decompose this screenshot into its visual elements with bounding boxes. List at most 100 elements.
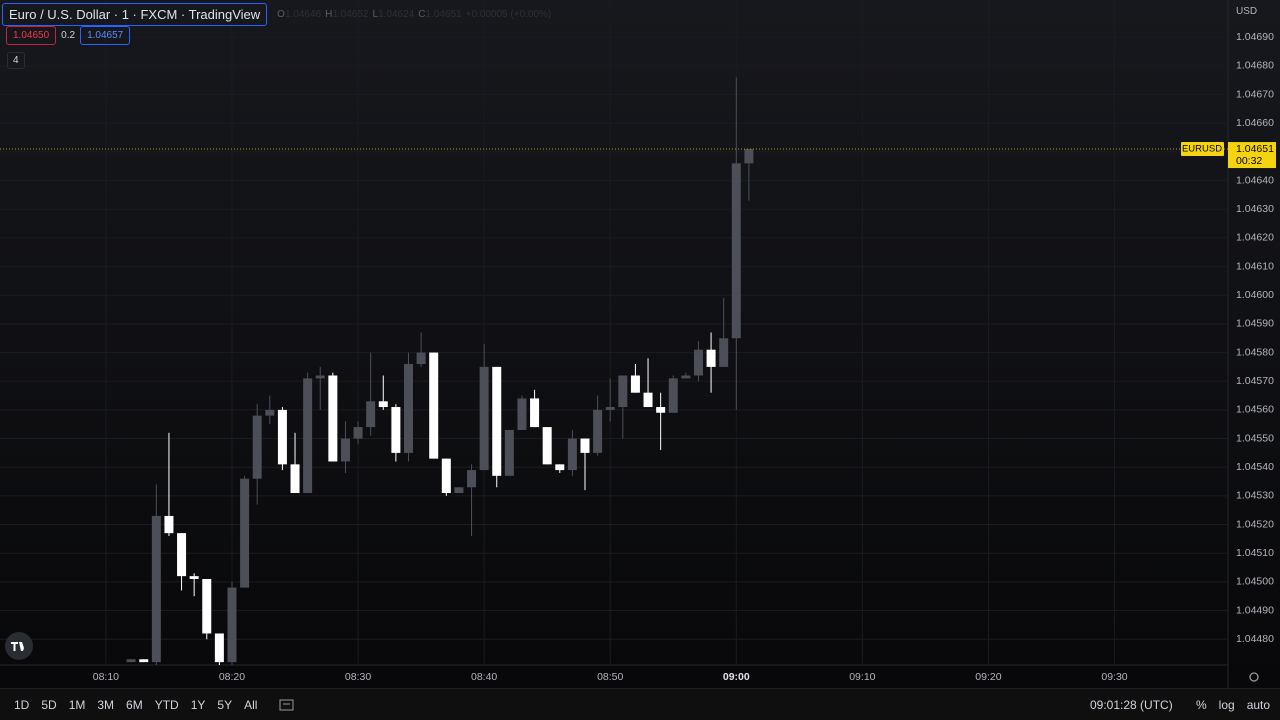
- y-tick-label: 1.04620: [1236, 232, 1274, 244]
- candle-body: [731, 163, 741, 339]
- candle-body: [126, 659, 136, 663]
- settings-icon[interactable]: [1249, 672, 1259, 682]
- y-tick-label: 1.04630: [1236, 203, 1274, 215]
- y-tick-label: 1.04480: [1236, 633, 1274, 645]
- header: Euro / U.S. Dollar · 1 · FXCM · TradingV…: [2, 3, 551, 26]
- y-tick-label: 1.04640: [1236, 174, 1274, 186]
- scale-option[interactable]: %: [1196, 698, 1207, 712]
- timeframe-button[interactable]: 1Y: [190, 698, 206, 712]
- bottom-toolbar: 1D 5D 1M 3M 6M YTD 1Y 5Y All 09:01:28 (UTC) % log…: [0, 688, 1280, 720]
- buy-button[interactable]: 1.04657: [80, 26, 131, 45]
- timeframe-button[interactable]: 5Y: [217, 698, 233, 712]
- y-tick-label: 1.04580: [1236, 346, 1274, 358]
- ohlc-key: L: [372, 9, 379, 20]
- y-tick-label: 1.04610: [1236, 260, 1274, 272]
- price-label-box: [1228, 142, 1276, 169]
- candle-body: [227, 587, 237, 663]
- ohlc-value: 1.04651: [425, 9, 462, 20]
- currency[interactable]: USD: [1236, 6, 1258, 17]
- date-range-icon[interactable]: [279, 698, 295, 712]
- symbol-title[interactable]: Euro / U.S. Dollar · 1 · FXCM · TradingV…: [2, 3, 268, 26]
- candle-body: [429, 352, 439, 459]
- candle-body: [593, 409, 603, 453]
- quotes: 1.04650 0.2 1.04657: [6, 26, 131, 45]
- candle-body: [340, 438, 350, 462]
- candle-body: [277, 409, 287, 465]
- ohlc-item: L1.04624: [373, 9, 415, 20]
- candle-body: [151, 515, 161, 663]
- x-tick-label: 09:10: [849, 671, 875, 683]
- timeframe-button[interactable]: 1M: [68, 698, 86, 712]
- candle-body: [706, 349, 716, 367]
- candle-body: [290, 464, 300, 494]
- ohlc-key: O: [277, 9, 285, 20]
- chart: 1.046901.046801.046701.046601.046501.046…: [0, 0, 1280, 688]
- candle-body: [240, 478, 250, 588]
- candle-body: [693, 349, 703, 376]
- ohlc-value: 1.04624: [378, 9, 415, 20]
- x-tick-label: 08:50: [597, 671, 623, 683]
- y-tick-label: 1.04550: [1236, 432, 1274, 444]
- ohlc-value: 1.04646: [284, 9, 322, 20]
- candle-body: [315, 375, 325, 379]
- y-tick-label: 1.04530: [1236, 490, 1274, 502]
- y-tick-label: 1.04520: [1236, 518, 1274, 530]
- candle-body: [618, 375, 628, 408]
- candle-body: [353, 427, 363, 439]
- candle-body: [303, 378, 313, 494]
- candle-body: [567, 438, 577, 471]
- candle-body: [164, 515, 174, 534]
- candle-body: [580, 438, 590, 453]
- y-tick-label: 1.04690: [1236, 31, 1274, 43]
- y-tick-label: 1.04540: [1236, 461, 1274, 473]
- countdown-label: 00:32: [1236, 155, 1262, 167]
- candle-body: [391, 407, 401, 453]
- candle-body: [378, 401, 388, 408]
- y-tick-label: 1.04490: [1236, 604, 1274, 616]
- y-tick-label: 1.04680: [1236, 60, 1274, 72]
- scale-option[interactable]: log: [1218, 698, 1235, 712]
- indicators-toggle[interactable]: 4: [7, 52, 25, 69]
- timeframe-button[interactable]: 3M: [97, 698, 115, 712]
- ohlc-item: O1.04646: [277, 9, 321, 20]
- candle-body: [681, 375, 691, 379]
- y-tick-label: 1.04590: [1236, 318, 1274, 330]
- x-tick-label: 09:00: [723, 671, 750, 683]
- timeframe-button[interactable]: All: [244, 698, 258, 712]
- candle-body: [366, 401, 376, 428]
- ohlc-item: C1.04651: [418, 9, 461, 20]
- ohlc-legend: O1.04646 H1.04652 L1.04624 C1.04651 +0.00005…: [277, 9, 551, 20]
- y-tick-label: 1.04510: [1236, 547, 1274, 559]
- candle-body: [403, 364, 413, 453]
- x-tick-label: 08:30: [345, 671, 371, 683]
- plot-area: [0, 0, 1228, 665]
- y-tick-label: 1.04500: [1236, 576, 1274, 588]
- ohlc-key: C: [418, 9, 426, 20]
- candle-body: [416, 352, 426, 365]
- timeframe-button[interactable]: 6M: [126, 698, 143, 712]
- candle-body: [555, 464, 565, 471]
- candle-body: [177, 533, 187, 577]
- candle-body: [265, 409, 275, 416]
- y-tick-label: 1.04600: [1236, 289, 1274, 301]
- clock[interactable]: 09:01:28 (UTC): [1090, 698, 1173, 712]
- candle-body: [504, 429, 514, 476]
- timeframe-button[interactable]: 1D: [14, 698, 30, 712]
- candle-body: [530, 398, 540, 428]
- candle-body: [479, 366, 489, 471]
- spread: 0.2: [61, 30, 76, 41]
- y-tick-label: 1.04670: [1236, 88, 1274, 100]
- symbol-label: EURUSD: [1182, 144, 1222, 155]
- y-tick-label: 1.04570: [1236, 375, 1274, 387]
- candle-body: [668, 378, 678, 413]
- x-tick-label: 09:30: [1101, 671, 1127, 683]
- sell-button[interactable]: 1.04650: [6, 26, 57, 45]
- candle-body: [492, 366, 502, 476]
- timeframe-button[interactable]: 5D: [41, 698, 57, 712]
- scale-option[interactable]: auto: [1246, 698, 1271, 712]
- ohlc-key: H: [325, 9, 333, 20]
- axes: 1.046901.046801.046701.046601.046501.046…: [93, 31, 1276, 683]
- tv-logo: [5, 632, 33, 660]
- timeframe-button[interactable]: YTD: [154, 698, 179, 712]
- timeframes: 1D 5D 1M 3M 6M YTD 1Y 5Y All: [14, 698, 257, 712]
